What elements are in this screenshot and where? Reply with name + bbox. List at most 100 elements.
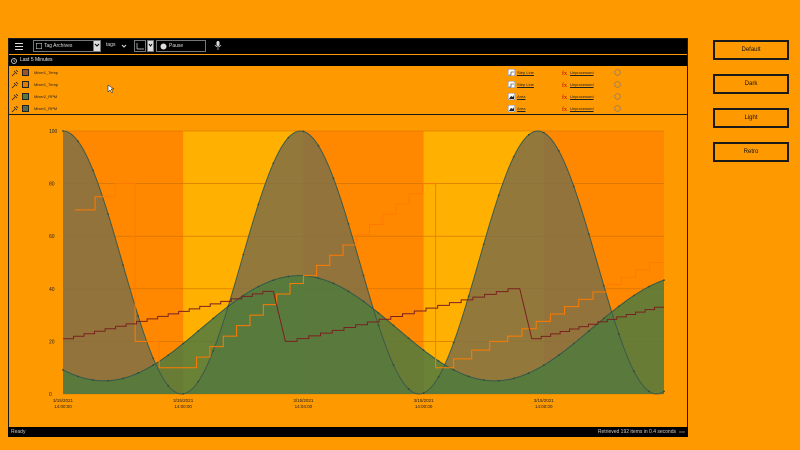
x-tick-date: 3/15/2021 — [293, 398, 314, 403]
tag-color-swatch[interactable] — [22, 93, 29, 100]
tag-color-swatch[interactable] — [22, 69, 29, 76]
pin-icon[interactable] — [11, 105, 19, 113]
svg-text:fx: fx — [562, 70, 567, 76]
more-icon[interactable] — [679, 429, 685, 435]
series-marker — [437, 360, 440, 362]
series-marker — [242, 253, 245, 256]
series-marker — [152, 364, 155, 367]
clock-icon[interactable] — [614, 105, 621, 112]
tag-style[interactable]: Area — [517, 106, 526, 111]
tag-color-swatch[interactable] — [22, 105, 29, 112]
series-marker — [332, 282, 335, 285]
series-marker — [137, 372, 140, 374]
pause-label: Pause — [169, 43, 184, 49]
chart-type-select[interactable] — [134, 40, 146, 52]
status-bar: Ready Retrieved 192 items in 0.4 seconds — [8, 427, 688, 437]
series-marker — [272, 162, 275, 165]
svg-text:fx: fx — [562, 106, 567, 112]
series-marker — [497, 194, 500, 197]
theme-light-button[interactable]: Light — [713, 108, 789, 128]
series-marker — [437, 375, 440, 378]
series-marker — [107, 379, 109, 382]
tag-trend[interactable]: Unprocessed — [570, 94, 594, 99]
pin-icon[interactable] — [11, 69, 19, 77]
area-chart-icon — [508, 93, 515, 100]
theme-default-button[interactable]: Default — [713, 40, 789, 60]
pin-icon[interactable] — [11, 93, 19, 101]
tag-name: Mixer1_RPM — [34, 106, 58, 111]
chart-type-dropdown-button[interactable] — [147, 40, 154, 52]
series-marker — [452, 341, 455, 344]
series-marker — [512, 377, 515, 380]
tag-row[interactable]: Mixer2_RPM Area fx Unprocessed — [8, 91, 688, 102]
tag-row[interactable]: Mixer1_Temp Step Line fx Unprocessed — [8, 67, 688, 78]
source-dropdown-button[interactable] — [93, 40, 101, 52]
series-marker — [77, 140, 79, 143]
series-marker — [618, 305, 620, 308]
tag-color-swatch[interactable] — [22, 81, 29, 88]
pin-icon[interactable] — [11, 81, 19, 89]
series-marker — [62, 130, 64, 132]
tag-row[interactable]: Mixer1_RPM Area fx Unprocessed — [8, 103, 688, 114]
series-marker — [137, 314, 140, 317]
series-area-2 — [63, 275, 664, 394]
series-marker — [482, 379, 485, 381]
microphone-icon — [214, 41, 222, 50]
series-marker — [272, 279, 275, 282]
menu-button[interactable] — [12, 40, 26, 52]
series-marker — [257, 285, 260, 288]
clock-icon[interactable] — [614, 93, 621, 100]
y-tick-label: 40 — [49, 287, 55, 293]
tag-style[interactable]: Step Line — [517, 82, 534, 87]
tag-trend[interactable]: Unprocessed — [570, 70, 594, 75]
line-chart-icon — [136, 43, 144, 50]
series-marker — [92, 379, 94, 381]
series-marker — [362, 274, 365, 277]
step-line-icon — [508, 81, 515, 88]
series-marker — [377, 312, 380, 314]
y-tick-label: 60 — [49, 234, 55, 240]
series-marker — [422, 392, 425, 394]
tag-style[interactable]: Step Line — [517, 70, 534, 75]
clock-icon[interactable] — [614, 81, 621, 88]
theme-retro-button[interactable]: Retro — [713, 142, 789, 162]
function-icon: fx — [562, 82, 567, 88]
status-right: Retrieved 192 items in 0.4 seconds — [597, 429, 676, 435]
y-tick-label: 100 — [49, 129, 58, 135]
record-button[interactable] — [213, 40, 225, 52]
area-chart-icon — [508, 105, 515, 112]
series-marker — [287, 275, 290, 278]
tag-list: Mixer1_Temp Step Line fx Unprocessed Mix… — [8, 66, 688, 115]
series-area-1 — [63, 131, 664, 394]
series-marker — [92, 169, 94, 172]
series-marker — [422, 349, 425, 352]
chart-svg[interactable]: 1008060402003/15/202114:00:003/15/202114… — [8, 116, 688, 427]
tags-select[interactable]: tags — [104, 40, 130, 52]
series-marker — [392, 364, 395, 366]
tag-row[interactable]: Mixer1_Temp Step Line fx Unprocessed — [8, 79, 688, 90]
series-marker — [663, 279, 665, 282]
clock-icon[interactable] — [614, 69, 621, 76]
x-tick-date: 3/15/2021 — [534, 398, 555, 403]
y-tick-label: 20 — [49, 339, 55, 345]
chevron-down-icon — [94, 43, 100, 47]
trend-chart[interactable]: 100 80 60 40 20 0 3/15/2021 14:00:00 3/15/2021 14… — [8, 116, 688, 427]
series-marker — [152, 357, 155, 360]
series-marker — [122, 377, 124, 380]
x-tick-time: 14:00:00 — [535, 404, 553, 409]
tag-name: Mixer2_RPM — [34, 94, 58, 99]
pause-button[interactable]: Pause — [156, 40, 206, 52]
x-tick-date: 3/15/2021 — [173, 398, 194, 403]
y-tick-label: 0 — [49, 392, 52, 398]
series-marker — [182, 392, 185, 395]
theme-dark-button[interactable]: Dark — [713, 74, 789, 94]
tag-name: Mixer1_Temp — [34, 82, 59, 87]
series-marker — [362, 300, 365, 303]
tag-trend[interactable]: Unprocessed — [570, 82, 594, 87]
series-marker — [542, 364, 545, 367]
tag-name: Mixer1_Temp — [34, 70, 59, 75]
series-marker — [572, 185, 575, 188]
tag-trend[interactable]: Unprocessed — [570, 106, 594, 111]
tag-style[interactable]: Area — [517, 94, 526, 99]
time-range-label[interactable]: Last 5 Minutes — [20, 57, 53, 63]
